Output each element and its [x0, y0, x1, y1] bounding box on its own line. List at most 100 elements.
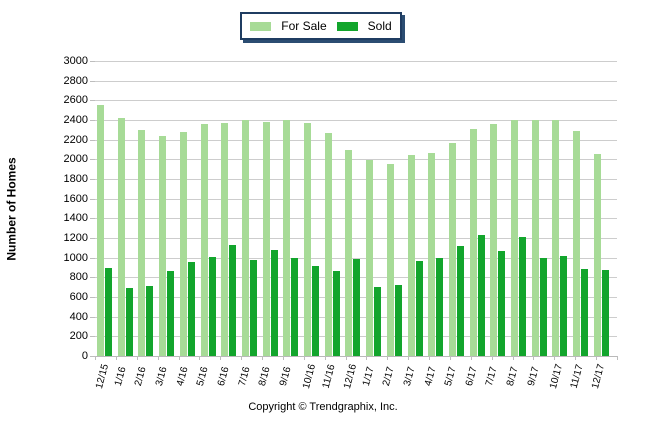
- y-tick-label-400: 400: [69, 310, 88, 323]
- y-tick-label-1200: 1200: [63, 232, 88, 244]
- month-group-5/17: [448, 61, 464, 356]
- sold-bar-6/17: [477, 234, 485, 356]
- y-axis-title: Number of Homes: [5, 156, 20, 261]
- sold-bar-10/16: [312, 266, 320, 356]
- for-sale-bar-4/17: [428, 153, 436, 356]
- sold-bar-4/17: [436, 257, 444, 356]
- gridline-1800: [95, 179, 617, 180]
- for-sale-bar-9/17: [531, 120, 539, 356]
- x-tick-label-12/16: 12/16: [341, 362, 359, 391]
- y-tick-mark: [90, 297, 97, 298]
- for-sale-bar-9/16: [283, 119, 291, 356]
- gridline-1400: [95, 218, 617, 220]
- x-tick-label-8/16: 8/16: [257, 365, 273, 388]
- x-tick-mark: [408, 356, 410, 360]
- x-label-cell: 11/17: [569, 359, 588, 397]
- for-sale-bar-2/16: [138, 129, 146, 356]
- x-label-cell: 12/17: [590, 359, 609, 397]
- x-tick-mark: [491, 356, 493, 360]
- x-tick-mark: [449, 356, 451, 360]
- x-tick-mark: [470, 356, 472, 360]
- x-label-cell: 1/17: [360, 359, 382, 397]
- x-label-cell: 6/17: [464, 359, 485, 397]
- month-group-4/16: [179, 61, 195, 356]
- for-sale-bar-8/16: [262, 122, 270, 356]
- x-tick-mark: [533, 356, 535, 360]
- x-tick-mark: [95, 356, 96, 360]
- y-tick-label-200: 200: [69, 330, 88, 343]
- for-sale-bar-2/17: [386, 163, 394, 356]
- legend-swatch-for-sale: [250, 21, 272, 31]
- month-group-6/16: [221, 61, 237, 356]
- x-tick-label-10/17: 10/17: [548, 362, 566, 391]
- y-tick-label-2800: 2800: [63, 74, 88, 87]
- x-tick-label-6/16: 6/16: [215, 365, 232, 388]
- x-tick-label-2/17: 2/17: [381, 365, 397, 388]
- sold-bar-9/17: [539, 258, 547, 356]
- for-sale-bar-11/16: [324, 132, 332, 356]
- x-tick-label-1/17: 1/17: [360, 365, 377, 388]
- y-tick-label-1400: 1400: [63, 212, 88, 225]
- month-group-10/17: [552, 61, 568, 356]
- sold-bar-10/17: [560, 256, 568, 356]
- sold-bar-7/16: [249, 260, 257, 356]
- bar-series: [97, 61, 609, 356]
- x-tick-label-3/16: 3/16: [153, 365, 170, 388]
- x-label-cell: 11/16: [320, 359, 340, 397]
- y-tick-mark: [90, 100, 97, 102]
- y-tick-mark: [90, 336, 97, 338]
- y-tick-mark: [90, 277, 97, 279]
- sold-bar-12/17: [601, 269, 609, 356]
- for-sale-bar-6/17: [469, 128, 477, 356]
- gridline-2600: [95, 100, 617, 102]
- for-sale-bar-7/17: [490, 123, 498, 356]
- month-group-3/16: [159, 61, 175, 356]
- gridline-3000: [95, 61, 617, 62]
- for-sale-bar-3/17: [407, 154, 415, 356]
- month-group-12/16: [345, 61, 361, 356]
- for-sale-bar-1/17: [366, 159, 374, 356]
- sold-bar-11/16: [332, 271, 340, 356]
- x-tick-mark: [282, 356, 284, 360]
- x-tick-mark: [303, 356, 305, 360]
- y-tick-mark: [90, 61, 97, 62]
- month-group-8/17: [511, 61, 527, 356]
- x-label-cell: 3/17: [402, 359, 423, 397]
- y-tick-mark: [90, 120, 97, 121]
- month-group-11/16: [324, 61, 340, 356]
- x-tick-mark: [575, 356, 577, 360]
- x-label-cell: 5/17: [443, 359, 464, 397]
- gridline-2000: [95, 159, 617, 161]
- x-label-cell: 8/17: [505, 359, 526, 397]
- y-tick-label-1800: 1800: [63, 173, 88, 185]
- month-group-7/17: [490, 61, 506, 356]
- y-tick-mark: [90, 238, 97, 239]
- month-group-8/16: [262, 61, 278, 356]
- x-label-cell: 6/16: [216, 359, 237, 397]
- for-sale-bar-8/17: [511, 120, 519, 356]
- x-tick-mark: [241, 356, 243, 360]
- sold-bar-5/17: [456, 246, 464, 356]
- x-label-cell: 10/17: [548, 359, 567, 397]
- gridline-1600: [95, 198, 617, 200]
- x-tick-label-5/17: 5/17: [443, 365, 459, 388]
- sold-bar-4/16: [187, 261, 195, 356]
- gridline-2800: [95, 80, 617, 82]
- x-tick-label-4/16: 4/16: [174, 365, 191, 388]
- for-sale-bar-5/17: [448, 142, 456, 356]
- gridline-1200: [95, 238, 617, 239]
- y-tick-mark: [90, 80, 97, 82]
- x-tick-label-7/16: 7/16: [236, 365, 253, 388]
- x-tick-mark: [199, 356, 201, 360]
- sold-bar-3/17: [415, 260, 423, 356]
- y-tick-label-600: 600: [69, 291, 88, 303]
- x-label-cell: 9/17: [526, 359, 547, 397]
- x-tick-mark: [324, 356, 326, 360]
- x-tick-label-11/16: 11/16: [320, 363, 338, 390]
- copyright-text: Copyright © Trendgraphix, Inc.: [248, 401, 398, 413]
- x-label-cell: 5/16: [195, 359, 216, 397]
- month-group-12/17: [593, 61, 609, 356]
- x-tick-label-1/16: 1/16: [112, 365, 129, 388]
- x-tick-mark: [220, 356, 222, 360]
- legend-label-for-sale: For Sale: [281, 19, 327, 33]
